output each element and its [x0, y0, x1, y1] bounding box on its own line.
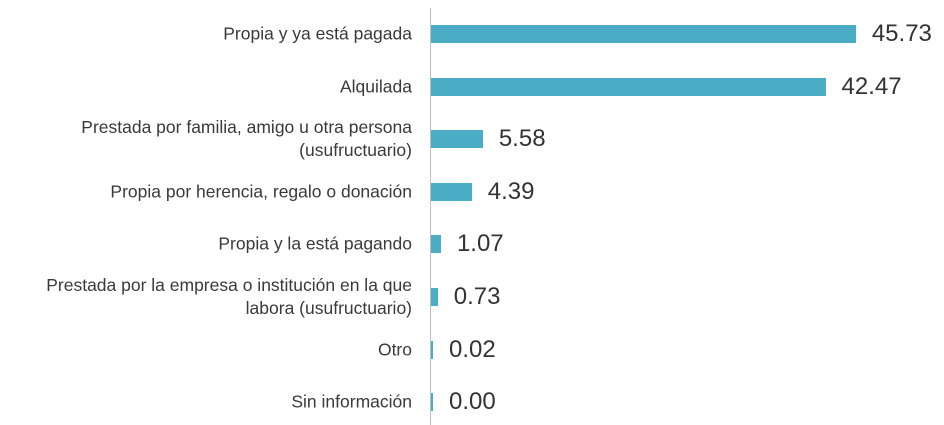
value-label: 42.47	[841, 72, 902, 100]
bar	[431, 130, 483, 149]
category-label: Propia y ya está pagada	[223, 23, 412, 44]
category-label: Prestada por la empresa o institución en…	[46, 275, 412, 318]
value-label: 0.00	[449, 388, 496, 416]
category-label: Alquilada	[340, 76, 412, 97]
value-label: 45.73	[871, 20, 932, 47]
bar	[431, 77, 826, 96]
category-label: Sin información	[291, 391, 412, 412]
value-label: 1.07	[456, 230, 504, 258]
category-label: Otro	[377, 339, 412, 360]
category-label: Propia por herencia, regalo o donación	[110, 181, 412, 202]
value-label: 0.73	[453, 283, 501, 310]
bar	[431, 340, 433, 359]
value-label: 4.39	[487, 177, 535, 205]
bar	[431, 393, 433, 412]
bar	[431, 288, 438, 306]
bar	[431, 235, 441, 254]
axis-line	[430, 8, 431, 425]
value-label: 0.02	[449, 335, 496, 363]
bar	[431, 182, 472, 201]
bar	[431, 25, 856, 43]
category-label: Prestada por familia, amigo u otra perso…	[81, 117, 412, 161]
value-label: 5.58	[498, 125, 546, 153]
category-label: Propia y la está pagando	[218, 233, 412, 254]
